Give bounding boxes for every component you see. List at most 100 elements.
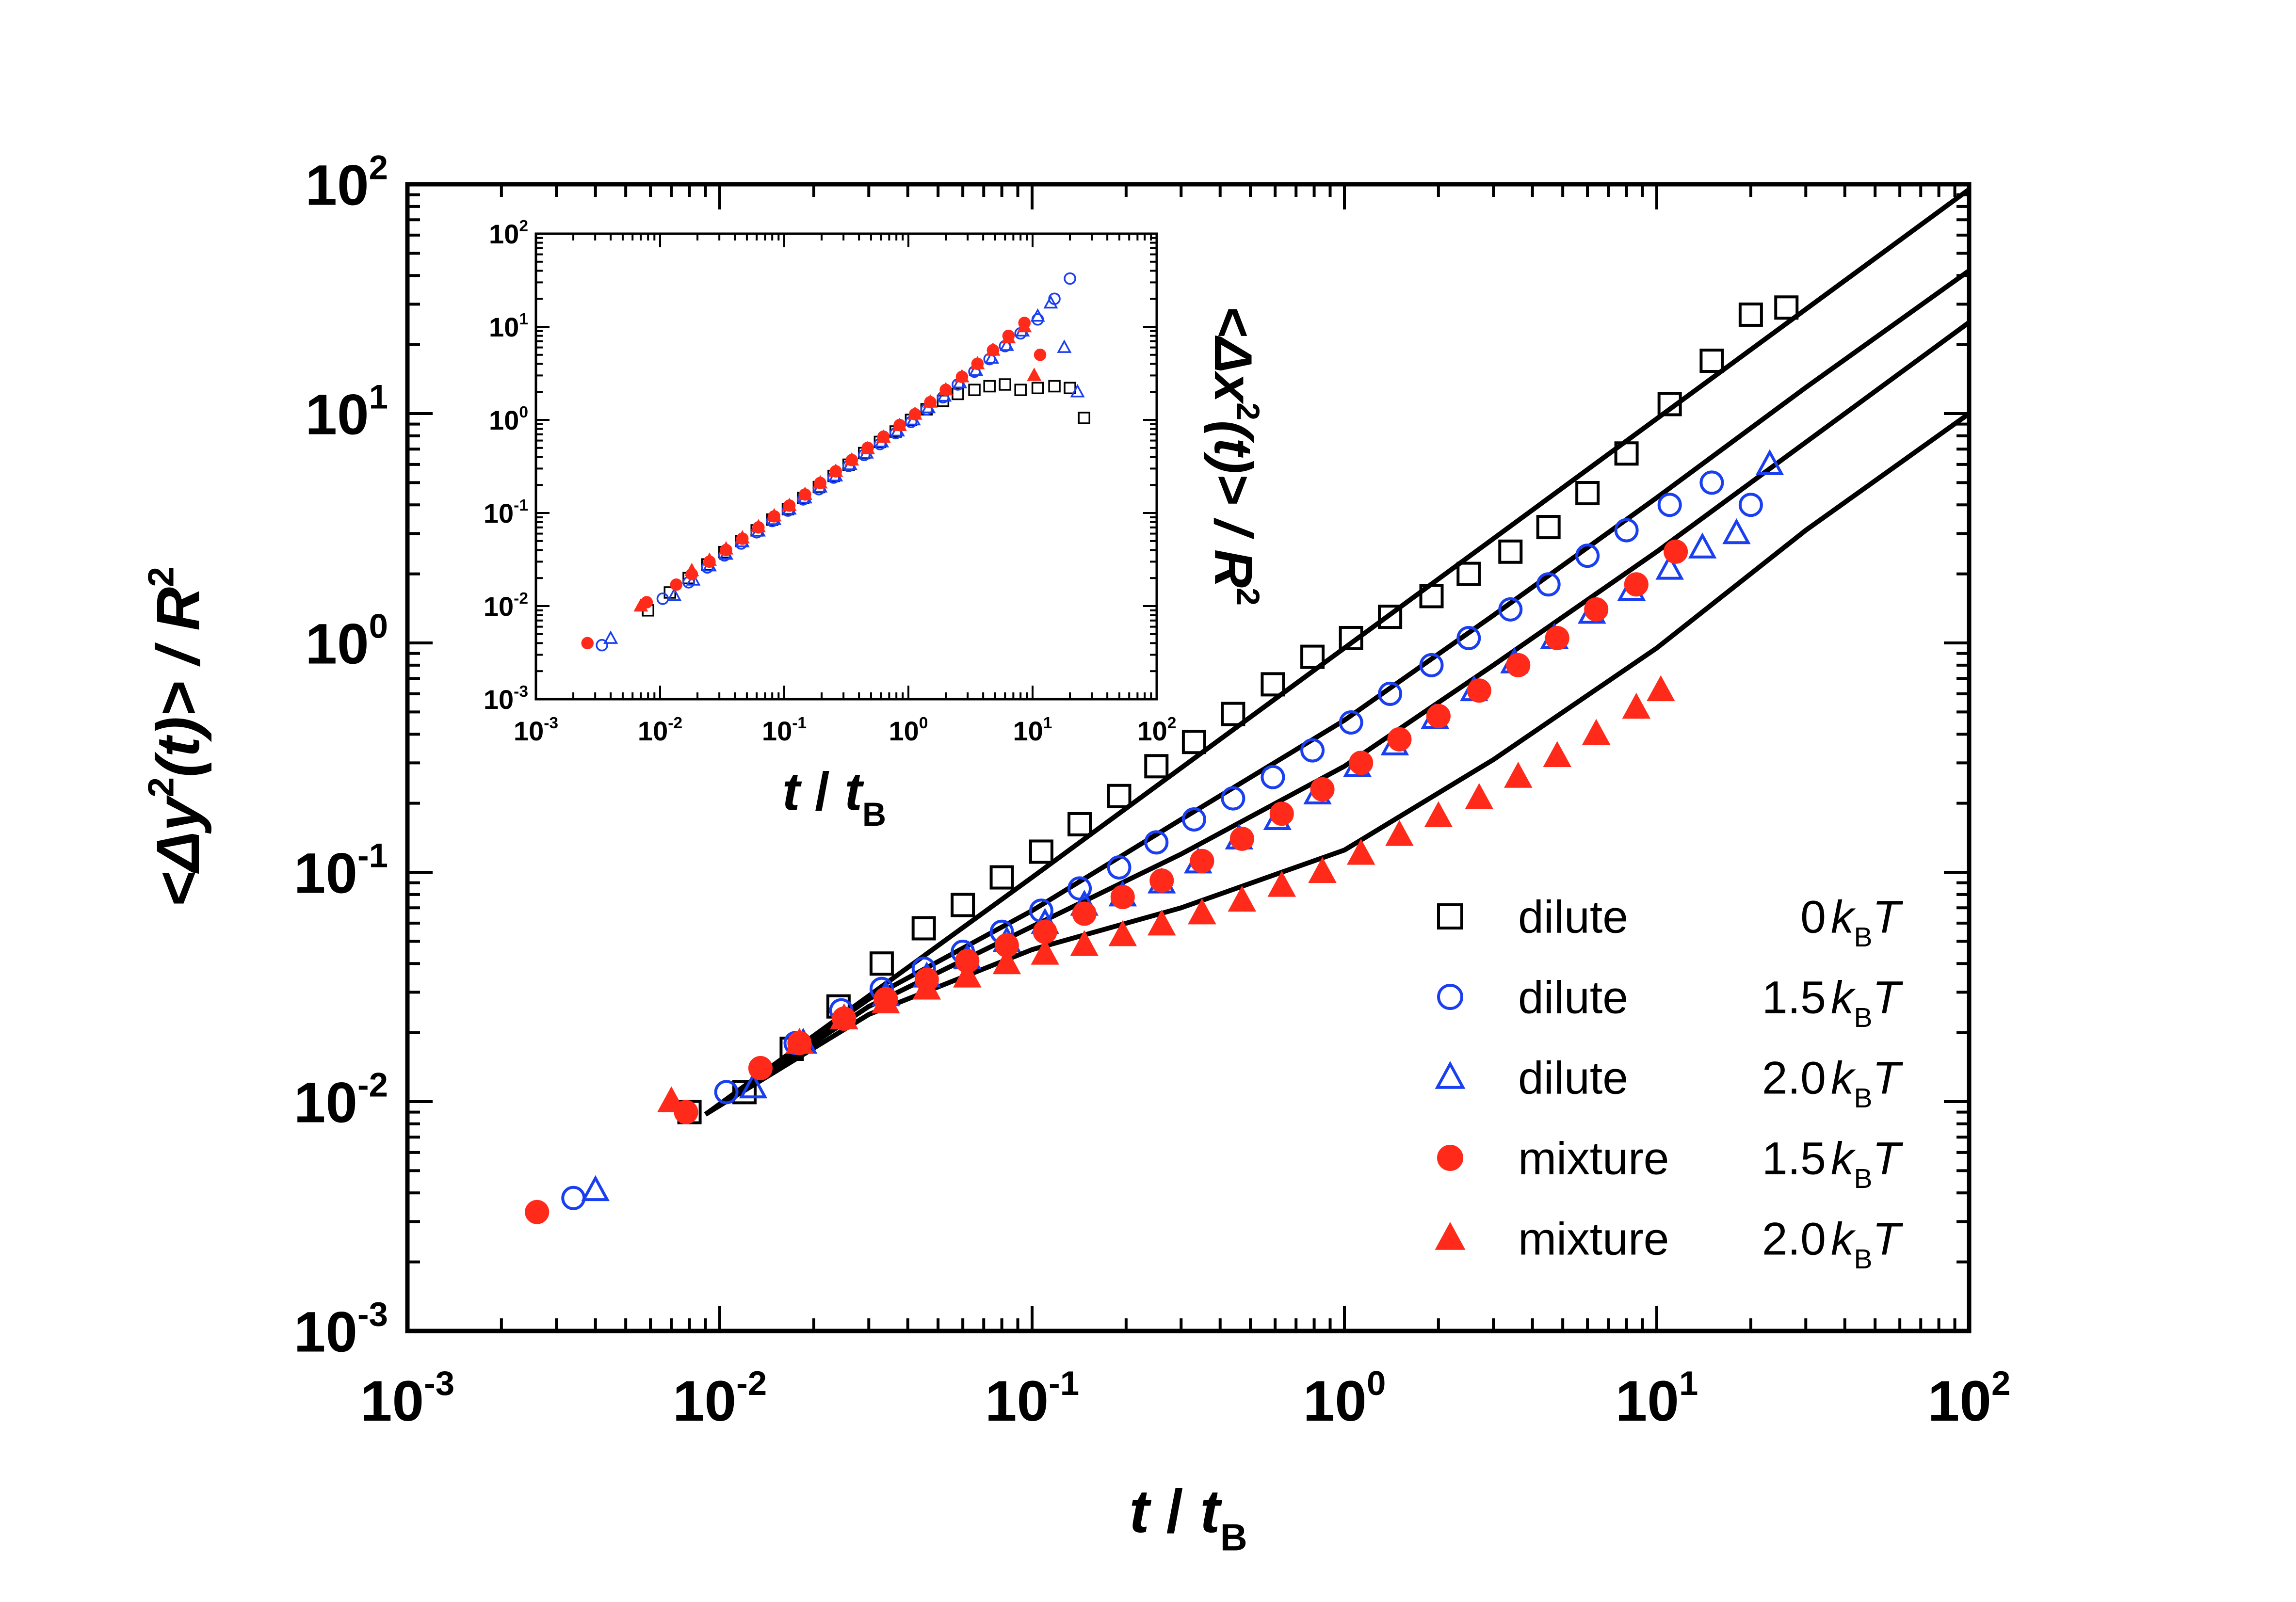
inset-data-point [999,378,1011,391]
legend-unit: kBT [1831,891,1904,953]
main-data-point [1657,392,1682,417]
main-data-point [1465,783,1494,809]
main-data-point [714,1080,739,1105]
legend-unit: kBT [1831,1052,1904,1114]
main-xtick-label: 100 [1303,1364,1386,1433]
main-data-point [1228,885,1257,912]
main-data-point [1031,939,1059,965]
inset-data-point [1048,380,1061,393]
main-data-point [1346,838,1375,865]
main-data-point [1467,678,1491,703]
inset-xtick-label: 100 [889,714,928,746]
main-data-point [1339,710,1363,735]
main-data-point [1188,898,1216,925]
inset-ytick-label: 10-3 [484,683,528,715]
inset-data-point [952,387,964,400]
main-data-point [1456,561,1481,586]
legend-label: mixture [1518,1213,1669,1265]
main-data-point [1221,786,1245,811]
main-x-axis-title: t / tB [1129,1478,1247,1559]
legend-unit: kBT [1831,972,1904,1033]
main-data-point [1506,653,1531,677]
main-data-point [1657,493,1682,517]
main-data-point [951,893,975,917]
inset-xtick-label: 10-3 [514,714,558,746]
inset-data-point [1043,295,1058,309]
legend-row: dilute 0 kBT [1437,891,1904,953]
legend-marker [1437,1145,1463,1171]
main-data-point [1655,554,1684,580]
inset-data-point [767,508,782,522]
inset-data-point [633,598,648,612]
main-data-point [1647,675,1675,702]
main-data-point [1261,672,1285,697]
main-data-point [1699,348,1724,373]
main-data-point [1614,518,1639,543]
main-data-point [1339,625,1363,650]
main-data-point [1300,644,1325,669]
inset-data-point [1034,349,1047,361]
inset-data-point [1064,272,1076,285]
inset-data-point [581,637,594,650]
main-data-point [1688,532,1717,559]
main-data-point [657,1086,686,1112]
main-data-point [1107,784,1132,808]
main-data-point [1664,539,1688,564]
main-data-point [1536,515,1561,540]
main-data-point [739,1072,768,1099]
legend-energy: 1.5 [1762,1133,1826,1184]
inset-data-point [860,441,875,454]
inset-xtick-label: 101 [1013,714,1052,746]
legend-label: dilute [1518,972,1628,1023]
main-data-point [911,916,936,941]
main-data-point [1498,597,1523,622]
inset-data-point [1017,319,1032,333]
main-data-point [1029,839,1053,864]
main-data-point [1545,625,1569,650]
main-data-point [1543,741,1571,768]
main-data-point [1261,765,1285,789]
main-data-point [1614,441,1639,466]
legend-marker [1437,903,1463,929]
main-data-point [1498,539,1523,564]
legend-energy: 0 [1800,891,1826,943]
legend-energy: 1.5 [1762,972,1826,1023]
inset-data-point [1031,382,1044,395]
main-ytick-label: 102 [305,148,388,217]
main-data-point [1424,801,1453,828]
main-data-point [1110,885,1135,910]
inset-data-point [797,486,812,500]
main-data-point [989,865,1014,890]
main-series-0 [677,295,1799,1124]
main-data-point [1181,730,1206,754]
legend-label: mixture [1518,1133,1669,1184]
inset-data-point [1014,384,1027,396]
inset-data-point [813,475,828,489]
inset-data-point [1030,308,1045,322]
main-ticks [406,183,1971,1332]
main-data-point [1582,719,1611,745]
inset-data-point [999,337,1014,351]
legend-marker [1435,1222,1466,1250]
inset-data-point [670,578,683,591]
inset-data-point [667,587,682,601]
inset-data-point [923,394,938,408]
main-data-point [1070,930,1099,956]
legend-marker [1437,984,1463,1010]
inset-ytick-label: 100 [489,403,528,435]
main-data-point [1456,625,1481,650]
main-ytick-label: 10-2 [294,1066,388,1135]
main-data-point [1190,849,1214,873]
main-data-point [1310,777,1335,801]
inset-data-point [751,519,766,532]
inset-data-point [702,552,717,566]
inset-ytick-label: 101 [489,310,528,342]
inset-data-point [968,384,981,396]
inset-data-point [1027,368,1042,381]
main-data-point [953,961,982,988]
main-data-point [1584,597,1609,622]
main-data-point [1699,470,1724,495]
inset-data-point [1070,384,1085,398]
inset-ytick-label: 102 [489,217,528,249]
